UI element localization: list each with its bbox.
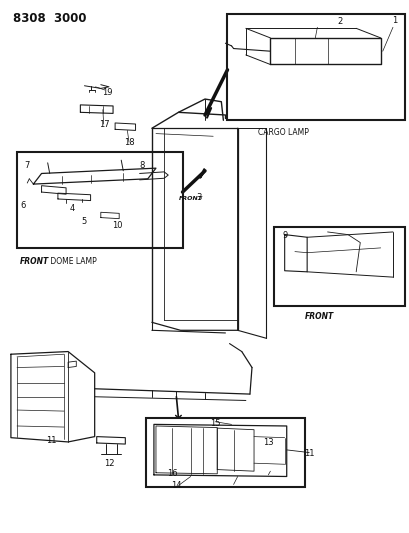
- Text: 14: 14: [171, 481, 181, 490]
- Text: DOME LAMP: DOME LAMP: [48, 257, 97, 266]
- Text: 15: 15: [209, 419, 220, 428]
- Text: 7: 7: [25, 161, 30, 170]
- Text: CARGO LAMP: CARGO LAMP: [258, 128, 308, 138]
- Text: 5: 5: [82, 217, 87, 226]
- Text: 6: 6: [20, 201, 26, 210]
- Text: 2: 2: [336, 18, 342, 27]
- Bar: [145, 418, 304, 487]
- Text: 12: 12: [103, 459, 114, 467]
- Bar: [17, 152, 182, 248]
- Text: FRONT: FRONT: [178, 196, 202, 201]
- Text: 11: 11: [46, 436, 57, 445]
- Bar: [274, 227, 404, 306]
- Text: 18: 18: [124, 138, 135, 147]
- Text: 17: 17: [99, 119, 110, 128]
- Bar: [227, 14, 404, 120]
- Text: 3: 3: [196, 193, 201, 202]
- Text: 11: 11: [303, 449, 314, 458]
- Text: 16: 16: [166, 470, 177, 478]
- Text: FRONT: FRONT: [304, 312, 334, 321]
- Text: 9: 9: [281, 231, 287, 240]
- Text: 19: 19: [101, 87, 112, 96]
- Text: 1: 1: [391, 17, 397, 26]
- Text: 10: 10: [112, 221, 122, 230]
- Text: 4: 4: [70, 204, 75, 213]
- Text: FRONT: FRONT: [20, 257, 49, 266]
- Text: 8308  3000: 8308 3000: [13, 12, 86, 26]
- Text: 8: 8: [139, 161, 144, 170]
- Text: 13: 13: [263, 439, 273, 448]
